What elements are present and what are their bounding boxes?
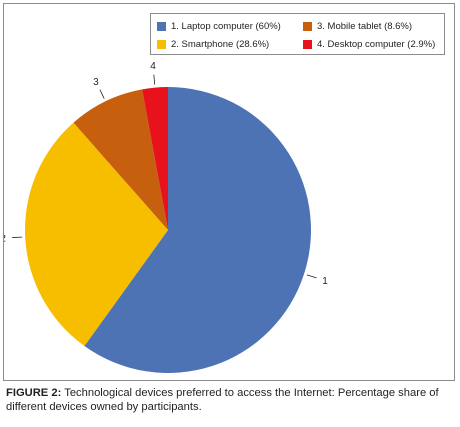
legend-item-2: 2. Smartphone (28.6%) <box>157 35 303 53</box>
leader-line-3 <box>99 89 105 99</box>
leader-line-1 <box>306 274 317 279</box>
pie-slice-3 <box>73 89 168 231</box>
legend: 1. Laptop computer (60%) 3. Mobile tablet… <box>150 13 445 55</box>
figure-label: FIGURE 2: <box>6 387 62 399</box>
legend-item-1: 1. Laptop computer (60%) <box>157 17 303 35</box>
legend-label-4: 4. Desktop computer (2.9%) <box>317 38 436 50</box>
pie-slice-4 <box>142 87 168 230</box>
slice-label-1: 1 <box>322 276 328 287</box>
pie-slice-1 <box>84 87 311 373</box>
pie-slice-2 <box>24 122 168 347</box>
slice-label-2: 2 <box>4 234 6 245</box>
chart-frame: 1 2 3 4 1. Laptop computer (60%) 3. Mobile t… <box>3 3 455 381</box>
slice-label-4: 4 <box>150 61 156 72</box>
figure-caption: FIGURE 2: Technological devices preferre… <box>6 386 452 414</box>
legend-swatch-4 <box>303 39 312 49</box>
legend-label-1: 1. Laptop computer (60%) <box>171 20 281 32</box>
legend-item-3: 3. Mobile tablet (8.6%) <box>303 17 449 35</box>
legend-label-3: 3. Mobile tablet (8.6%) <box>317 20 413 32</box>
pie-chart: 1 2 3 4 <box>4 61 328 373</box>
figure-caption-text: Technological devices preferred to acces… <box>6 387 439 413</box>
legend-item-4: 4. Desktop computer (2.9%) <box>303 35 449 53</box>
legend-swatch-2 <box>157 39 166 49</box>
legend-label-2: 2. Smartphone (28.6%) <box>171 38 270 50</box>
leader-line-4 <box>153 74 156 85</box>
legend-swatch-3 <box>303 21 312 31</box>
slice-label-3: 3 <box>93 77 99 88</box>
legend-swatch-1 <box>157 21 166 31</box>
